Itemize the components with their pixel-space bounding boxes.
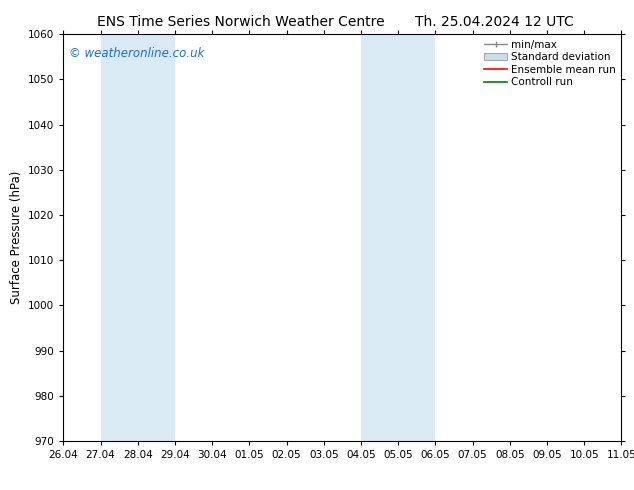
Text: ENS Time Series Norwich Weather Centre: ENS Time Series Norwich Weather Centre [97,15,385,29]
Bar [361,34,398,441]
Bar [138,34,175,441]
Text: © weatheronline.co.uk: © weatheronline.co.uk [69,47,204,59]
Bar [101,34,138,441]
Text: Th. 25.04.2024 12 UTC: Th. 25.04.2024 12 UTC [415,15,574,29]
Bar [398,34,436,441]
Legend: min/max, Standard deviation, Ensemble mean run, Controll run: min/max, Standard deviation, Ensemble me… [482,37,618,89]
Bar [621,34,634,441]
Y-axis label: Surface Pressure (hPa): Surface Pressure (hPa) [10,171,23,304]
